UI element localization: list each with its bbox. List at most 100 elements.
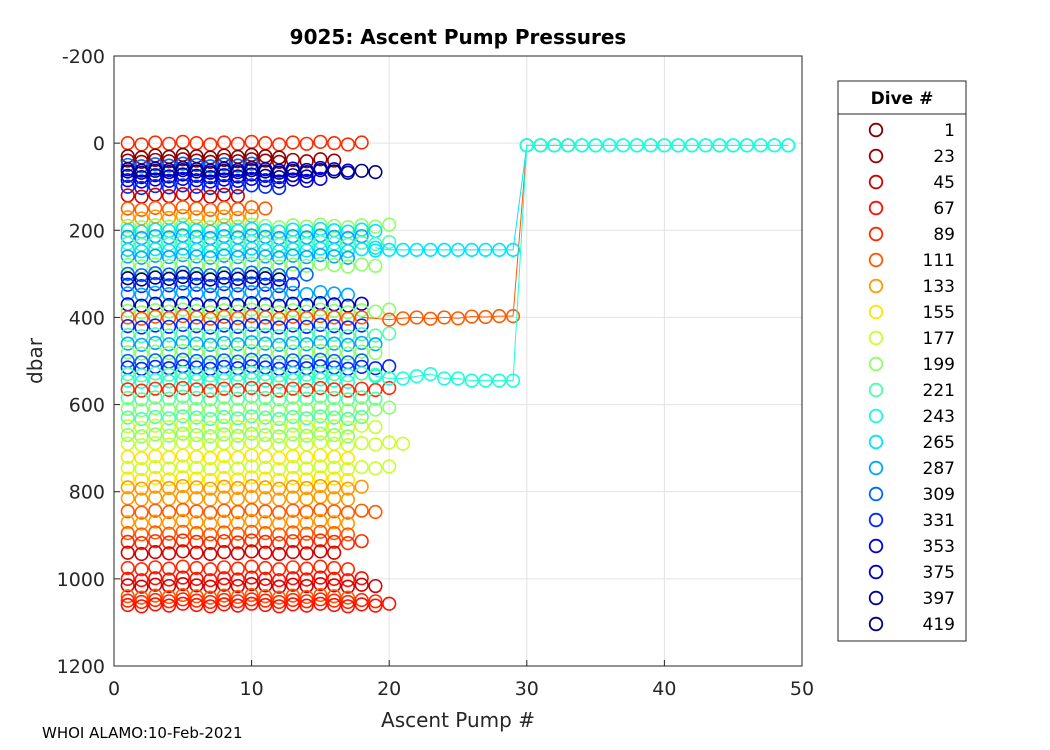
data-point — [189, 578, 204, 593]
data-point — [203, 368, 218, 383]
x-tick-label: 30 — [515, 678, 539, 700]
data-point — [161, 169, 177, 184]
data-point — [189, 597, 204, 613]
data-point — [244, 365, 259, 380]
data-point — [285, 335, 300, 351]
data-point — [340, 573, 356, 588]
data-point — [175, 448, 190, 463]
data-point — [148, 344, 163, 359]
data-point — [285, 327, 300, 342]
data-point — [340, 368, 356, 383]
data-point — [492, 242, 507, 257]
data-point — [327, 471, 342, 486]
dive-band — [120, 171, 328, 189]
data-point — [175, 513, 190, 529]
data-point — [258, 449, 273, 464]
data-point — [134, 392, 149, 407]
data-point — [340, 516, 356, 531]
data-point — [244, 448, 259, 463]
legend-label: 155 — [923, 303, 955, 323]
data-point — [203, 170, 218, 185]
data-point — [327, 526, 342, 541]
data-point — [175, 317, 190, 332]
data-point — [368, 391, 383, 406]
data-point — [327, 345, 342, 360]
data-point — [216, 459, 232, 475]
data-point — [230, 402, 245, 417]
data-point — [189, 277, 204, 292]
data-point — [354, 418, 369, 433]
data-point — [230, 526, 245, 541]
data-point — [313, 389, 328, 404]
data-point — [340, 165, 356, 180]
data-point — [285, 257, 300, 272]
y-tick-label: 1200 — [57, 656, 105, 678]
data-point — [299, 310, 314, 326]
data-point — [354, 503, 369, 518]
data-point — [272, 305, 287, 320]
data-point — [230, 249, 245, 265]
data-point — [340, 527, 356, 542]
data-point — [285, 285, 300, 300]
data-point — [216, 309, 232, 324]
data-point — [216, 571, 232, 586]
data-point — [216, 597, 232, 612]
data-point — [216, 178, 232, 194]
data-point — [148, 318, 163, 333]
data-point — [244, 570, 259, 585]
legend-entry: 331 — [868, 511, 955, 531]
legend-marker — [868, 122, 884, 138]
data-point — [327, 560, 342, 576]
data-point — [148, 276, 163, 292]
data-point — [244, 178, 259, 193]
data-point — [698, 138, 713, 153]
data-point — [726, 138, 741, 153]
dive-band — [120, 167, 314, 185]
data-point — [299, 578, 314, 594]
data-point — [327, 136, 342, 151]
data-point — [230, 219, 245, 234]
data-point — [327, 597, 342, 613]
data-point — [285, 266, 300, 281]
data-point — [313, 596, 328, 611]
data-point — [148, 152, 163, 168]
data-point — [230, 271, 245, 286]
x-tick-label: 40 — [652, 678, 676, 700]
data-point — [354, 163, 369, 178]
data-point — [120, 545, 135, 560]
data-point — [134, 268, 149, 283]
data-point — [175, 152, 190, 167]
data-point — [161, 419, 177, 435]
data-point — [120, 373, 135, 388]
data-point — [134, 305, 149, 320]
data-point — [354, 318, 369, 333]
data-point — [134, 579, 149, 594]
legend-entry: 1 — [868, 121, 955, 141]
data-point — [340, 244, 356, 259]
data-point — [244, 335, 259, 350]
data-point — [134, 590, 149, 605]
dive-band — [120, 470, 356, 488]
data-point — [299, 367, 314, 382]
data-point — [327, 242, 342, 257]
data-point — [120, 153, 135, 168]
data-point — [161, 391, 177, 406]
dive-band — [120, 502, 383, 520]
data-point — [175, 302, 190, 317]
data-point — [189, 515, 204, 530]
data-point — [134, 420, 149, 435]
data-point — [134, 429, 149, 444]
data-point — [272, 411, 287, 427]
legend-marker — [868, 174, 884, 190]
data-point — [450, 242, 466, 257]
legend-marker — [868, 226, 884, 242]
data-point — [230, 165, 245, 180]
data-point — [368, 240, 383, 255]
data-point — [244, 389, 259, 404]
x-tick-label: 50 — [790, 678, 814, 700]
data-point — [189, 173, 204, 188]
legend-title: Dive # — [871, 89, 934, 109]
data-point — [285, 525, 300, 540]
data-point — [216, 303, 232, 318]
data-point — [285, 560, 300, 575]
